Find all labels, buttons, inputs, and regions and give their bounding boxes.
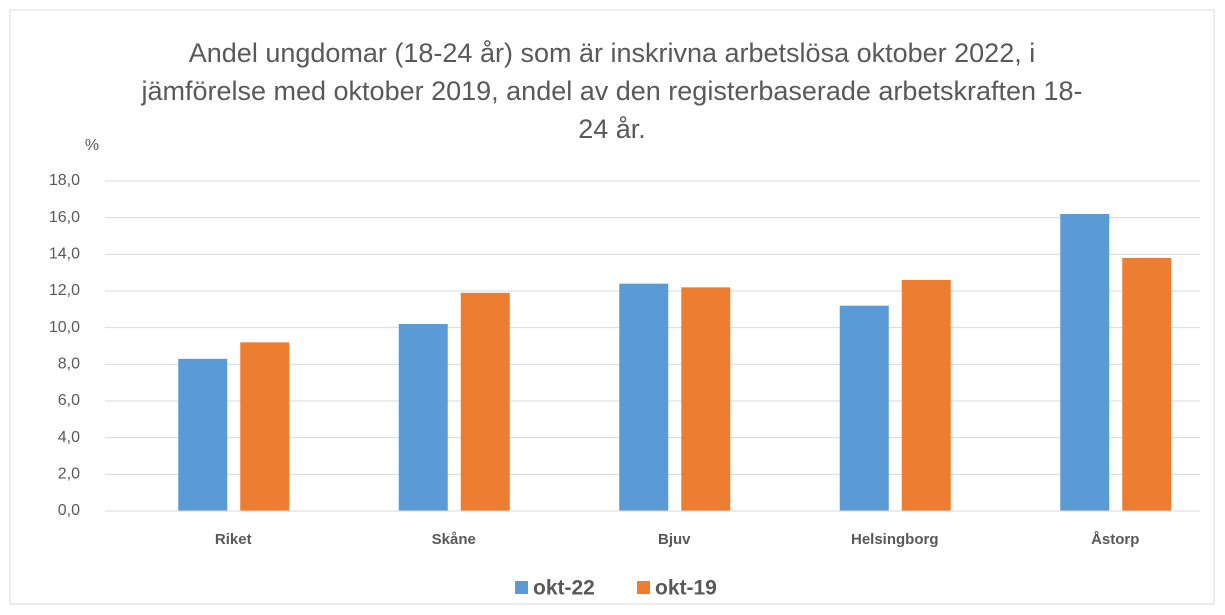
bar <box>901 280 951 511</box>
y-tick-label: 0,0 <box>58 502 80 519</box>
bar <box>240 342 290 511</box>
bar <box>619 283 669 511</box>
bar <box>460 292 510 511</box>
legend-swatch <box>515 581 528 594</box>
x-tick-label: Helsingborg <box>851 531 939 548</box>
x-tick-label: Bjuv <box>658 531 691 548</box>
y-tick-label: 6,0 <box>58 392 80 409</box>
y-tick-label: 14,0 <box>49 246 80 263</box>
bar <box>178 358 228 511</box>
y-tick-label: 4,0 <box>58 429 80 446</box>
y-axis-label: % <box>85 137 99 154</box>
bar <box>839 305 889 511</box>
x-tick-label: Riket <box>215 531 252 548</box>
legend-swatch <box>637 581 650 594</box>
y-tick-label: 8,0 <box>58 356 80 373</box>
bar <box>1060 214 1110 511</box>
y-tick-label: 10,0 <box>49 319 80 336</box>
bar <box>398 324 448 511</box>
bar <box>1122 258 1172 511</box>
bar <box>681 287 731 511</box>
x-tick-label: Skåne <box>432 531 476 548</box>
x-tick-label: Åstorp <box>1091 531 1139 548</box>
y-tick-label: 2,0 <box>58 466 80 483</box>
legend-label: okt-19 <box>655 577 717 600</box>
y-tick-label: 12,0 <box>49 282 80 299</box>
legend-label: okt-22 <box>533 577 595 600</box>
y-tick-label: 16,0 <box>49 209 80 226</box>
chart-title: Andel ungdomar (18-24 år) som är inskriv… <box>141 38 1083 144</box>
y-tick-label: 18,0 <box>49 172 80 189</box>
